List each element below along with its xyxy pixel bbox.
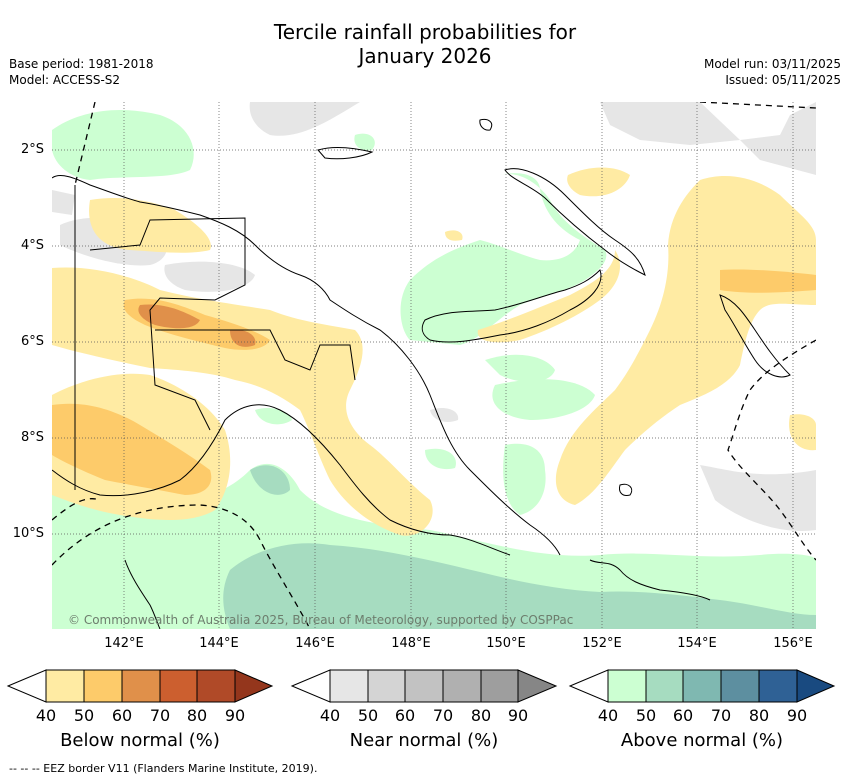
below-normal-shading-60 bbox=[138, 304, 256, 347]
colorbar-near-upper-tip bbox=[517, 669, 558, 703]
eez-borders bbox=[52, 102, 816, 629]
lon-label-152e: 152°E bbox=[582, 636, 622, 651]
below-tick-90: 90 bbox=[224, 706, 246, 725]
colorbar-near-title: Near normal (%) bbox=[349, 730, 499, 751]
below-tick-70: 70 bbox=[149, 706, 171, 725]
map-title: Tercile rainfall probabilities for Janua… bbox=[0, 20, 850, 68]
bougainville bbox=[719, 294, 791, 378]
below-tick-60: 60 bbox=[111, 706, 133, 725]
colorbar-below-swatch-4 bbox=[196, 669, 236, 703]
lon-label-150e: 150°E bbox=[486, 636, 526, 651]
colorbar-below-swatch-1 bbox=[83, 669, 123, 703]
model-run: Model run: 03/11/2025 bbox=[703, 57, 841, 71]
manus-island bbox=[317, 146, 374, 160]
colorbar-above-swatch-3 bbox=[720, 669, 760, 703]
coastlines bbox=[52, 119, 791, 629]
new-guinea-north-coast bbox=[52, 175, 561, 556]
copyright-notice: © Commonwealth of Australia 2025, Bureau… bbox=[68, 613, 574, 627]
lon-label-156e: 156°E bbox=[773, 636, 813, 651]
above-tick-90: 90 bbox=[786, 706, 808, 725]
meta-right: Model run: 03/11/2025 Issued: 05/11/2025 bbox=[704, 56, 841, 88]
lat-label-10s: 10°S bbox=[12, 526, 44, 541]
lon-label-144e: 144°E bbox=[199, 636, 239, 651]
colorbar-below-swatch-3 bbox=[159, 669, 198, 703]
lon-label-148e: 148°E bbox=[391, 636, 431, 651]
colorbar-below-upper-tip bbox=[234, 669, 274, 703]
below-tick-80: 80 bbox=[186, 706, 208, 725]
png-provinces-2 bbox=[155, 329, 356, 381]
lat-label-2s: 2°S bbox=[20, 142, 44, 157]
colorbars-svg bbox=[6, 669, 836, 703]
title-line-1: Tercile rainfall probabilities for bbox=[273, 20, 577, 44]
above-tick-60: 60 bbox=[672, 706, 694, 725]
colorbar-near-swatch-1 bbox=[367, 669, 406, 703]
colorbar-above-title: Above normal (%) bbox=[620, 730, 784, 751]
below-tick-40: 40 bbox=[35, 706, 57, 725]
png-provinces bbox=[89, 217, 246, 431]
new-guinea-south-coast bbox=[52, 404, 511, 556]
meta-left: Base period: 1981-2018 Model: ACCESS-S2 bbox=[9, 56, 154, 88]
colorbar-near-swatch-2 bbox=[404, 669, 444, 703]
lat-label-8s: 8°S bbox=[20, 430, 44, 445]
title-line-2: January 2026 bbox=[358, 44, 492, 68]
lon-label-154e: 154°E bbox=[677, 636, 717, 651]
colorbar-above bbox=[568, 669, 836, 703]
colorbar-near-swatch-3 bbox=[442, 669, 482, 703]
lat-label-6s: 6°S bbox=[20, 334, 44, 349]
near-tick-90: 90 bbox=[507, 706, 529, 725]
above-tick-40: 40 bbox=[597, 706, 619, 725]
colorbar-below-title: Below normal (%) bbox=[60, 730, 220, 751]
near-tick-40: 40 bbox=[319, 706, 341, 725]
colorbar-below-lower-tip bbox=[6, 669, 47, 703]
louisiade bbox=[619, 483, 633, 496]
new-britain bbox=[421, 269, 602, 343]
colorbar-above-swatch-2 bbox=[682, 669, 722, 703]
colorbar-below bbox=[6, 669, 274, 703]
colorbar-above-upper-tip bbox=[796, 669, 836, 703]
bismarck-islands bbox=[479, 119, 493, 131]
map-panel[interactable]: © Commonwealth of Australia 2025, Bureau… bbox=[52, 102, 816, 629]
above-normal-shading-50 bbox=[223, 465, 816, 629]
near-tick-60: 60 bbox=[394, 706, 416, 725]
base-period: Base period: 1981-2018 bbox=[9, 57, 154, 71]
graticule bbox=[52, 102, 816, 629]
colorbar-below-swatch-2 bbox=[121, 669, 161, 703]
colorbar-above-swatch-4 bbox=[758, 669, 798, 703]
near-tick-50: 50 bbox=[357, 706, 379, 725]
near-tick-80: 80 bbox=[470, 706, 492, 725]
new-ireland bbox=[504, 168, 646, 276]
colorbar-above-swatch-0 bbox=[607, 669, 647, 703]
colorbar-below-swatch-0 bbox=[45, 669, 85, 703]
below-tick-50: 50 bbox=[73, 706, 95, 725]
lat-label-4s: 4°S bbox=[20, 238, 44, 253]
map-svg bbox=[52, 102, 816, 629]
colorbar-near-lower-tip bbox=[290, 669, 331, 703]
lon-label-142e: 142°E bbox=[104, 636, 144, 651]
colorbar-above-swatch-1 bbox=[645, 669, 684, 703]
model-name: Model: ACCESS-S2 bbox=[9, 73, 121, 87]
above-tick-50: 50 bbox=[635, 706, 657, 725]
colorbar-near bbox=[290, 669, 558, 703]
above-tick-80: 80 bbox=[748, 706, 770, 725]
eez-legend-note: -- -- -- EEZ border V11 (Flanders Marine… bbox=[9, 762, 318, 775]
above-tick-70: 70 bbox=[710, 706, 732, 725]
trobriand-islands bbox=[589, 559, 711, 601]
near-tick-70: 70 bbox=[432, 706, 454, 725]
colorbar-above-lower-tip bbox=[568, 669, 609, 703]
issued-date: Issued: 05/11/2025 bbox=[725, 73, 841, 87]
colorbar-near-swatch-0 bbox=[329, 669, 369, 703]
australia-cape-york bbox=[124, 559, 161, 629]
lon-label-146e: 146°E bbox=[295, 636, 335, 651]
colorbar-near-swatch-4 bbox=[480, 669, 519, 703]
